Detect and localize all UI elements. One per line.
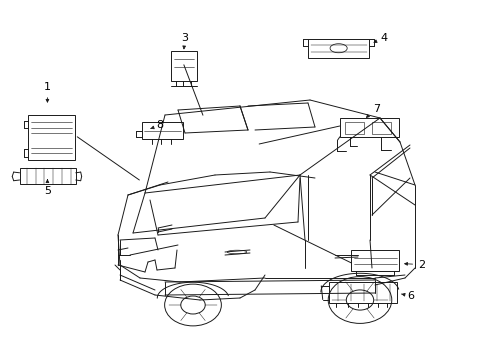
Bar [344,122,364,134]
Bar [28,115,75,160]
Bar [328,282,396,303]
Text: 5: 5 [44,180,51,196]
Text: 8: 8 [151,120,163,130]
Text: 2: 2 [404,260,425,270]
Bar [371,122,390,134]
Bar [350,250,398,271]
Text: 6: 6 [401,291,413,301]
Bar [171,51,196,81]
Text: 7: 7 [366,104,379,117]
Bar [307,39,368,58]
Bar [142,122,183,139]
Bar [20,168,76,184]
Text: 1: 1 [44,82,51,102]
Text: 3: 3 [181,33,188,49]
Text: 4: 4 [373,33,387,43]
Bar [339,118,398,137]
